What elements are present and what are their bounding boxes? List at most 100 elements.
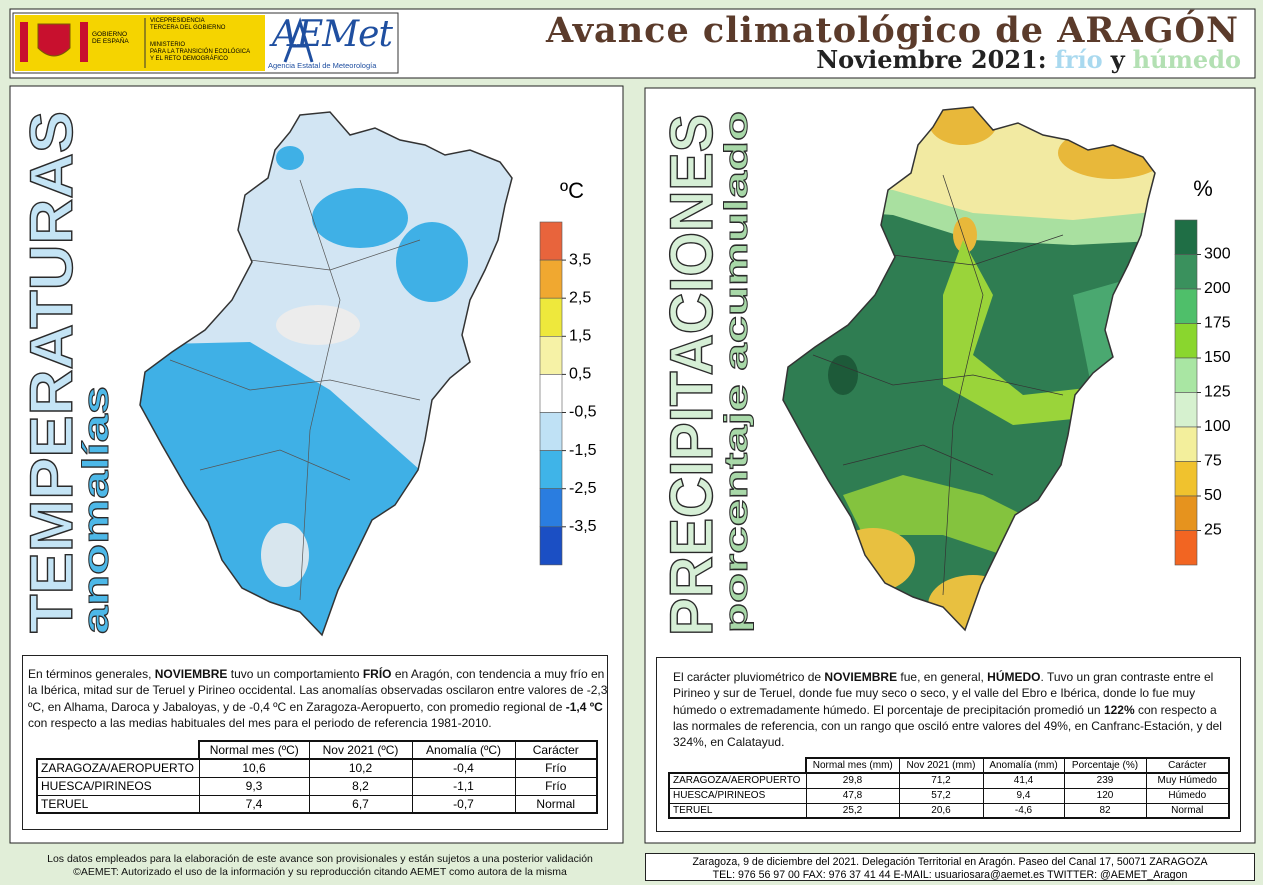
agency-name: Agencia Estatal de Meteorología [268,61,377,70]
crest-shield [37,23,71,57]
table-cell: Húmedo [1145,787,1230,804]
legend-label: -0,5 [569,404,597,421]
legend-label: 50 [1204,487,1222,504]
logo-government: GOBIERNO DE ESPAÑA [92,31,129,46]
data-table: Normal mes (ºC) Nov 2021 (ºC) Anomalía (ºC… [36,740,598,814]
legend-swatch [539,297,563,337]
legend-swatch [539,259,563,299]
logo-line: PARA LA TRANSICIÓN ECOLÓGICA [150,48,251,55]
table-cell: 120 [1063,787,1147,804]
table-corner [37,741,199,759]
summary-segment: -1,4 ºC [565,699,603,714]
panel-subtitle: anomalías [75,386,116,634]
footer-line: Los datos empleados para la elaboración … [47,853,593,865]
summary-segment: con respecto a las medias habituales del… [28,715,492,730]
table-cell: 6,7 [308,794,413,814]
table-cell: 10,6 [198,758,310,778]
summary-segment: En términos generales, [28,667,155,681]
summary-segment: HÚMEDO [987,670,1041,684]
table-cell: 47,8 [805,787,900,804]
table-row: TERUEL 25,2 20,6 -4,6 82 Normal [668,802,1230,819]
legend-swatch [1174,254,1198,290]
footer-contact: Zaragoza, 9 de diciembre del 2021. Deleg… [645,853,1255,881]
logo-ministry: MINISTERIO PARA LA TRANSICIÓN ECOLÓGICA … [150,42,250,63]
table-cell: 71,2 [898,772,984,789]
table-header: Normal mes (ºC) [198,740,310,760]
legend-label: 0,5 [569,366,591,383]
table-header: Porcentaje (%) [1063,757,1147,774]
summary-segment: FRÍO [362,667,392,681]
legend-swatch [539,221,563,261]
data-table: Normal mes (mm) Nov 2021 (mm) Anomalía (mm… [668,757,1230,819]
legend-swatch [539,335,563,375]
legend-label: 2,5 [569,289,591,306]
table-header: Anomalía (ºC) [411,740,516,760]
table-cell: 82 [1063,802,1147,819]
panel-title: PRECIPITACIONES [658,114,725,636]
table-cell: Frío [514,776,598,796]
summary-segment: tuvo un comportamiento [227,667,363,681]
panel-title: TEMPERATURAS [18,111,85,633]
legends: ºC 3,5 2,5 1,5 0,5 -0,5 -1,5 -2,5 -3,5% 300 200 175… [539,176,1231,566]
legend-swatch [539,412,563,451]
table-cell: 57,2 [898,787,984,804]
legend-swatch [539,450,563,490]
legend-unit: % [1193,176,1213,201]
table-cell: -0,7 [411,794,516,814]
table-cell: TERUEL [36,794,200,814]
table-row: HUESCA/PIRINEOS 9,3 8,2 -1,1 Frío [36,776,598,796]
footer-line: ©AEMET: Autorizado el uso de la informac… [73,865,567,878]
table-header-row: Normal mes (ºC) Nov 2021 (ºC) Anomalía (ºC… [37,740,598,760]
table-cell: Frío [514,758,598,778]
legend-unit: ºC [560,178,584,203]
legend-swatch [539,526,563,566]
logo-line: MINISTERIO [150,42,186,48]
logo-line: VICEPRESIDENCIA [150,18,205,24]
legend-swatch [1174,530,1198,566]
table-cell: 8,2 [308,776,413,796]
table-header: Nov 2021 (ºC) [308,740,413,760]
table-cell: Muy Húmedo [1145,772,1230,789]
legend-label: 175 [1204,315,1231,332]
footer-disclaimer: Los datos empleados para la elaboración … [0,853,640,878]
logo-line: DE ESPAÑA [92,38,129,46]
logo-line: Y EL RETO DEMOGRÁFICO [150,55,228,62]
table-cell: ZARAGOZA/AEROPUERTO [668,772,807,789]
legend-label: 200 [1204,280,1231,297]
legend-swatch [539,374,563,413]
table-cell: 20,6 [898,802,984,819]
footer-line: Zaragoza, 9 de diciembre del 2021. Deleg… [692,856,1208,868]
table-cell: TERUEL [668,802,807,819]
table-header: Carácter [1145,757,1230,774]
legend-label: -3,5 [569,518,597,535]
table-cell: -4,6 [982,802,1065,819]
summary-segment: El carácter pluviométrico de [673,670,825,684]
summary-segment: NOVIEMBRE [154,667,228,681]
table-cell: 9,4 [982,787,1065,804]
legend-label: 125 [1204,384,1231,401]
panel-subtitle: porcentaje acumulado [718,111,754,633]
page-title: Avance climatológico de ARAGÓN [545,10,1239,51]
aemet-a [283,17,314,63]
legend-swatch [1174,426,1198,462]
table-header: Anomalía (mm) [982,757,1065,774]
subtitle-part: húmedo [1132,45,1241,74]
legend-label: 100 [1204,418,1231,435]
table-cell: 9,3 [198,776,310,796]
summary-segment: fue, en general, [897,670,988,684]
table-cell: -1,1 [411,776,516,796]
table-cell: 239 [1063,772,1147,789]
summary-text: En términos generales, NOVIEMBRE tuvo un… [28,666,610,731]
legend-label: -2,5 [569,480,597,497]
table-row: HUESCA/PIRINEOS 47,8 57,2 9,4 120 Húmedo [668,787,1230,804]
table-cell: 10,2 [308,758,413,778]
crest-column [80,22,88,62]
summary-segment: 122% [1103,702,1135,717]
page-subtitle: Noviembre 2021: frío y húmedo [808,45,1241,74]
table-cell: HUESCA/PIRINEOS [36,776,200,796]
legend-label: 1,5 [569,328,591,345]
table-row: TERUEL 7,4 6,7 -0,7 Normal [36,794,598,814]
legend-swatch [1174,392,1198,428]
subtitle-part: frío [1054,45,1103,74]
